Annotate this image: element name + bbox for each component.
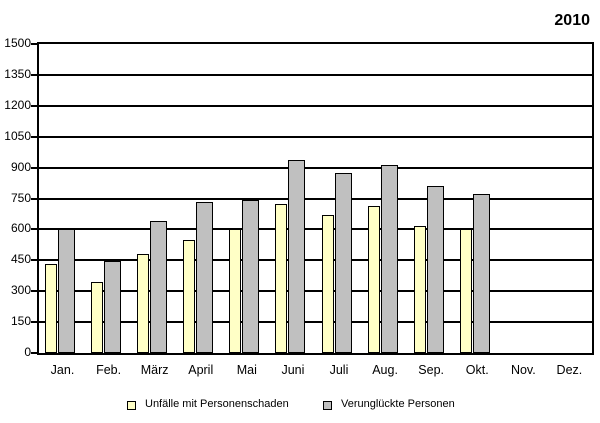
x-axis-label: Sep. [418, 363, 445, 377]
x-axis-label: März [140, 363, 169, 377]
y-axis-label: 300 [10, 283, 31, 298]
bar-casualties [288, 160, 306, 353]
bar-casualties [472, 194, 490, 353]
x-axis-label: Nov. [510, 363, 536, 377]
y-axis-label: 1350 [4, 66, 31, 81]
y-axis-label: 1200 [4, 97, 31, 112]
y-axis-tick [31, 352, 37, 354]
legend-marker-casualties [323, 401, 332, 410]
y-axis-tick [31, 259, 37, 262]
y-axis-tick [31, 228, 37, 231]
y-axis-tick [31, 321, 37, 324]
bar-accidents [183, 240, 196, 353]
bar-casualties [380, 165, 398, 353]
x-axis-label: Mai [236, 363, 257, 377]
plot-area [37, 42, 594, 355]
y-axis-label: 150 [10, 314, 31, 329]
gridline [39, 290, 592, 293]
legend-label-accidents: Unfälle mit Personenschaden [145, 398, 289, 410]
x-axis-label: Feb. [96, 363, 122, 377]
bar-accidents [45, 264, 57, 353]
gridline [39, 259, 592, 262]
y-axis-tick [31, 197, 37, 200]
y-axis-label: 1050 [4, 128, 31, 143]
bar-casualties [104, 261, 122, 353]
x-axis-label: Dez. [556, 363, 583, 377]
gridline [39, 135, 592, 138]
y-axis-label: 750 [10, 190, 31, 205]
bar-accidents [275, 204, 288, 353]
bar-casualties [426, 186, 444, 353]
gridline [39, 73, 592, 76]
bar-casualties [242, 200, 260, 353]
bar-casualties [58, 229, 75, 353]
bar-accidents [229, 229, 242, 353]
y-axis-tick [31, 73, 37, 76]
gridline [39, 166, 592, 169]
x-axis-label: Juni [281, 363, 305, 377]
bar-casualties [150, 221, 168, 353]
legend-marker-accidents [127, 401, 136, 410]
y-axis-tick [31, 135, 37, 138]
y-axis-tick [31, 290, 37, 293]
gridline [39, 104, 592, 107]
x-axis-label: Aug. [372, 363, 398, 377]
x-axis-label: Jan. [50, 363, 75, 377]
bar-accidents [413, 226, 426, 353]
y-axis-tick [31, 43, 37, 45]
x-axis-label: Okt. [465, 363, 489, 377]
y-axis-label: 450 [10, 252, 31, 267]
y-axis-label: 0 [24, 345, 31, 359]
y-axis-label: 600 [10, 221, 31, 236]
bar-accidents [91, 282, 104, 353]
gridline [39, 321, 592, 324]
y-axis-label: 1500 [4, 36, 31, 50]
chart-title-year: 2010 [554, 12, 590, 29]
bar-casualties [334, 173, 352, 353]
bar-casualties [196, 202, 214, 353]
gridline [39, 197, 592, 200]
bar-accidents [321, 215, 334, 353]
y-axis-tick [31, 166, 37, 169]
legend-label-casualties: Verunglückte Personen [341, 398, 455, 410]
gridline [39, 228, 592, 231]
bar-accidents [367, 206, 380, 353]
bar-accidents [459, 229, 472, 353]
bar-accidents [137, 254, 150, 353]
x-axis-label: April [188, 363, 214, 377]
y-axis-tick [31, 104, 37, 107]
x-axis-label: Juli [329, 363, 349, 377]
y-axis-label: 900 [10, 159, 31, 174]
